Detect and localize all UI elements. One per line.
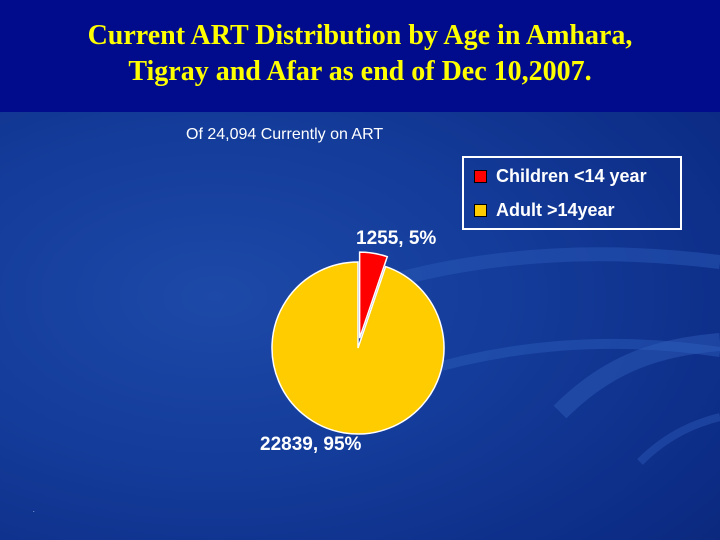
title-bar: Current ART Distribution by Age in Amhar… bbox=[0, 0, 720, 112]
data-label-children: 1255, 5% bbox=[356, 228, 437, 249]
legend-label-children: Children <14 year bbox=[496, 166, 647, 186]
legend: Children <14 year Adult >14year bbox=[462, 156, 682, 230]
chart-subtitle: Of 24,094 Currently on ART bbox=[186, 126, 384, 143]
footer-dot: . bbox=[33, 508, 35, 514]
slide-title: Current ART Distribution by Age in Amhar… bbox=[87, 20, 633, 87]
legend-label-adults: Adult >14year bbox=[496, 200, 615, 220]
legend-item-adults: Adult >14year bbox=[474, 200, 615, 221]
legend-item-children: Children <14 year bbox=[474, 166, 647, 187]
pie-slice-adults bbox=[271, 261, 445, 435]
pie-slice-children bbox=[358, 251, 389, 339]
legend-swatch-children bbox=[474, 170, 487, 183]
pie-chart bbox=[271, 251, 445, 435]
legend-swatch-adults bbox=[474, 204, 487, 217]
data-label-adults: 22839, 95% bbox=[260, 434, 362, 455]
